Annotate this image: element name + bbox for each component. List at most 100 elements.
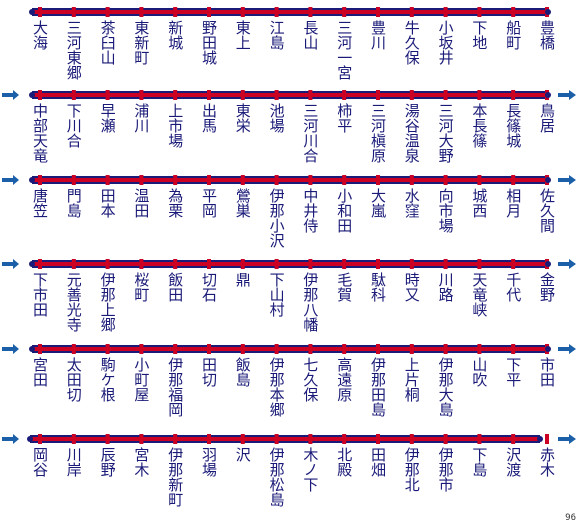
station-name: 伊那本郷 [267, 357, 286, 417]
station-name: 時又 [402, 272, 421, 302]
station-marker [71, 7, 76, 17]
station-marker [105, 344, 110, 354]
station-marker [105, 434, 110, 444]
station-marker [342, 259, 347, 269]
station-name: 伊那上郷 [98, 272, 117, 332]
station-name: 七久保 [301, 357, 320, 402]
station-marker [207, 434, 211, 444]
station-name: 新城 [166, 20, 185, 50]
station-name: 田切 [200, 357, 218, 387]
station-marker [308, 259, 313, 269]
station-marker [477, 259, 482, 269]
station-marker [173, 344, 178, 354]
station-marker [443, 90, 448, 100]
station-marker [511, 175, 516, 185]
station-name: 伊那新町 [166, 447, 185, 507]
station-marker [71, 90, 76, 100]
station-marker [38, 434, 42, 444]
station-name: 伊那小沢 [267, 188, 286, 248]
station-marker [139, 344, 144, 354]
station-marker [207, 7, 211, 17]
station-name: 三河大野 [436, 103, 455, 163]
station-name: 三河槇原 [369, 103, 387, 163]
station-marker [173, 259, 178, 269]
station-marker [443, 344, 448, 354]
station-marker [38, 344, 42, 354]
station-marker [409, 90, 414, 100]
station-name: 小和田 [335, 188, 354, 233]
station-marker [376, 259, 380, 269]
station-marker [240, 344, 245, 354]
station-marker [207, 90, 211, 100]
station-name: 東栄 [233, 103, 252, 133]
station-name: 早瀬 [98, 103, 117, 133]
station-marker [240, 90, 245, 100]
station-marker [173, 90, 178, 100]
station-name: 門島 [64, 188, 83, 218]
station-name: 中部天竜 [31, 103, 49, 163]
station-name: 高遠原 [335, 357, 354, 402]
station-name: 北殿 [335, 447, 354, 477]
station-marker [38, 259, 42, 269]
station-marker [477, 90, 482, 100]
station-name: 伊那市 [436, 447, 455, 492]
station-marker [308, 434, 313, 444]
continuation-arrow-icon [558, 259, 576, 269]
station-name: 江島 [267, 20, 286, 50]
station-marker [240, 175, 245, 185]
station-marker [139, 7, 144, 17]
station-name: 東新町 [132, 20, 151, 65]
station-marker [308, 90, 313, 100]
station-name: 為栗 [166, 188, 185, 218]
continuation-arrow-icon [2, 434, 19, 444]
station-name: 宮木 [132, 447, 151, 477]
station-name: 沢 [233, 447, 252, 462]
station-name: 船町 [504, 20, 523, 50]
station-name: 天竜峡 [470, 272, 489, 317]
station-name: 三河東郷 [64, 20, 83, 80]
station-name: 三河一宮 [335, 20, 354, 80]
station-name: 鼎 [233, 272, 252, 287]
station-marker [443, 175, 448, 185]
station-marker [409, 434, 414, 444]
station-name: 豊橋 [538, 20, 556, 50]
station-marker [443, 434, 448, 444]
station-marker [71, 175, 76, 185]
station-marker [207, 344, 211, 354]
station-marker [38, 7, 42, 17]
station-marker [173, 434, 178, 444]
station-marker [207, 175, 211, 185]
station-marker [477, 344, 482, 354]
station-name: 牛久保 [402, 20, 421, 65]
station-name: 赤木 [538, 447, 556, 477]
station-marker [139, 90, 144, 100]
station-name: 城西 [470, 188, 489, 218]
station-marker [173, 7, 178, 17]
station-marker [409, 175, 414, 185]
station-marker [477, 434, 482, 444]
station-marker [409, 344, 414, 354]
station-name: 伊那大島 [436, 357, 455, 417]
station-name: 田本 [98, 188, 117, 218]
station-marker [240, 7, 245, 17]
station-marker [511, 344, 516, 354]
station-name: 飯田 [166, 272, 185, 302]
station-name: 下島 [470, 447, 489, 477]
station-marker [376, 344, 380, 354]
station-marker [71, 344, 76, 354]
continuation-arrow-icon [2, 90, 19, 100]
line-end-dot [545, 177, 551, 183]
line-end-dot [29, 346, 35, 352]
station-marker [274, 259, 279, 269]
station-marker [38, 90, 42, 100]
station-marker [207, 259, 211, 269]
station-name: 辰野 [98, 447, 117, 477]
station-name: 鳥居 [538, 103, 556, 133]
station-name: 川岸 [64, 447, 83, 477]
station-name: 元善光寺 [64, 272, 83, 332]
station-name: 駄科 [369, 272, 387, 302]
station-name: 温田 [132, 188, 151, 218]
station-name: 出馬 [200, 103, 218, 133]
station-marker [308, 344, 313, 354]
